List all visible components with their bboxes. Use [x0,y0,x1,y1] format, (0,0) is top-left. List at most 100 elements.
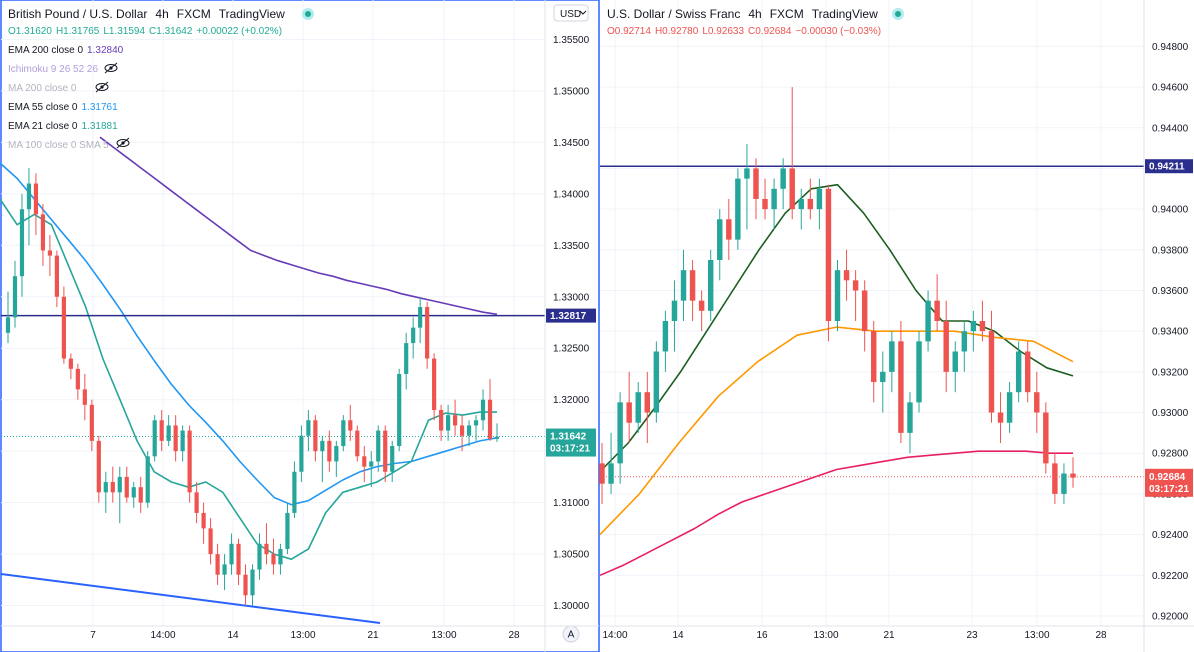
left-price-axis[interactable]: 1.35500 1.35000 1.34500 1.34000 1.33500 1.330… [544,0,596,652]
right-candle [1024,341,1031,403]
right-candle [925,290,931,352]
right-candle [961,321,968,372]
eye-hidden-icon[interactable] [104,62,118,74]
right-ytick-label: 0.92800 [1152,449,1189,460]
left-candle-body [459,425,465,436]
left-indicator-row[interactable]: MA 100 close 0 SMA 5 [8,140,109,151]
chevron-down-icon [579,10,587,15]
left-candle-body [418,307,423,328]
left-candle-body [369,461,374,467]
right-candle [807,178,814,220]
left-chart-panel[interactable]: 1.35500 1.35000 1.34500 1.34000 1.33500 1.330… [0,0,600,652]
right-xtick-label: 28 [1095,630,1107,641]
left-candle-body [432,358,437,410]
right-candle-body [1070,473,1076,478]
left-title-part: TradingView [219,7,285,21]
left-candle-body [341,420,346,447]
right-status-dot [895,11,901,17]
right-candle [608,432,614,494]
left-candle [264,523,269,565]
right-candle [943,300,949,393]
right-ytick-label: 0.93600 [1152,286,1189,297]
right-candle-body [997,412,1004,423]
right-candle [762,178,768,220]
right-candle-body [680,270,687,301]
indicator-label: MA 200 close 0 [8,83,77,94]
left-grid [0,0,600,652]
left-time-axis[interactable]: 7 14:00 14 13:00 21 13:00 28 [1,625,599,641]
right-candle [735,168,741,250]
right-candle [789,87,795,220]
left-xtick-label: 21 [367,630,379,641]
right-candle [1006,382,1013,433]
left-candle-body [166,425,171,441]
eye-hidden-icon-outline [104,64,118,72]
eye-hidden-icon[interactable] [116,137,130,149]
left-candle [5,291,11,344]
right-candles [599,87,1076,505]
left-candle [138,476,143,513]
right-candle-body [843,270,850,281]
left-candle-body [75,368,80,390]
left-indicator-row[interactable]: EMA 21 close 0 1.31881 [8,121,118,132]
right-panel-frame [600,0,1194,652]
right-candle [771,178,777,230]
right-candle-body [644,392,651,413]
left-title-part: 4h [155,7,168,21]
left-candle-body [138,487,143,503]
right-price-tag [1145,468,1193,497]
left-candle [334,440,339,477]
right-candle [1070,457,1076,488]
left-candle-body [180,430,185,452]
right-candle-body [735,178,741,240]
right-candle-body [1015,351,1022,393]
right-price-axis[interactable]: 0.948000.946000.944000.942000.940000.938… [1143,0,1193,652]
right-candle [889,331,895,393]
left-candle-body [19,209,25,277]
right-ytick-label: 0.93200 [1152,367,1189,378]
right-ytick-label: 0.94800 [1152,42,1189,53]
eye-hidden-icon[interactable] [95,81,109,93]
currency-button[interactable] [553,4,589,22]
right-indicator-line-0 [599,450,1073,577]
right-candle-body [717,219,723,260]
right-candle-body [880,371,886,383]
right-title-part: 4h [748,7,761,21]
right-chart-panel[interactable]: 0.948000.946000.944000.942000.940000.938… [599,0,1194,652]
indicator-value: 1.32840 [87,45,124,56]
left-candle [376,425,381,472]
right-candle-body [744,168,750,179]
left-indicator-row[interactable]: Ichimoku 9 26 52 26 [8,64,98,75]
eye-hidden-icon-outline [116,139,130,147]
left-indicator-row[interactable]: EMA 55 close 0 1.31761 [8,102,118,113]
right-candle [599,443,605,505]
left-candle [159,409,164,452]
left-indicator-row[interactable]: EMA 200 close 0 1.32840 [8,45,124,56]
left-indicator-row[interactable]: MA 200 close 0 [8,83,77,94]
left-ytick-label: 1.30500 [553,550,590,561]
right-candle [644,371,651,444]
right-indicator-line-2 [599,326,1074,536]
right-title-part: TradingView [812,7,878,21]
right-candle [744,144,750,230]
left-candle [397,368,402,452]
left-trendline[interactable] [0,573,381,624]
right-candle [898,321,904,444]
left-candle-body [159,420,164,441]
left-ytick-label: 1.33000 [553,292,590,303]
left-candle-body [117,476,122,493]
right-time-axis[interactable]: 14:00 14 16 13:00 21 23 13:00 28 [600,625,1194,641]
left-candle-body [383,430,388,472]
indicator-label: Ichimoku 9 26 52 26 [8,64,98,75]
left-title-part: FXCM [177,7,211,21]
left-candle-body [494,436,500,439]
eye-hidden-icon-slash [95,81,109,93]
right-ohlc-value: −0.00030 (−0.03%) [795,26,881,37]
left-xtick-label: 13:00 [290,630,315,641]
left-ohlc-value: L1.31594 [103,26,145,37]
left-xtick-label: 13:00 [431,630,456,641]
right-candle [726,198,732,260]
left-candle-body [397,373,402,447]
left-candle [19,193,25,297]
left-candle [187,425,192,503]
